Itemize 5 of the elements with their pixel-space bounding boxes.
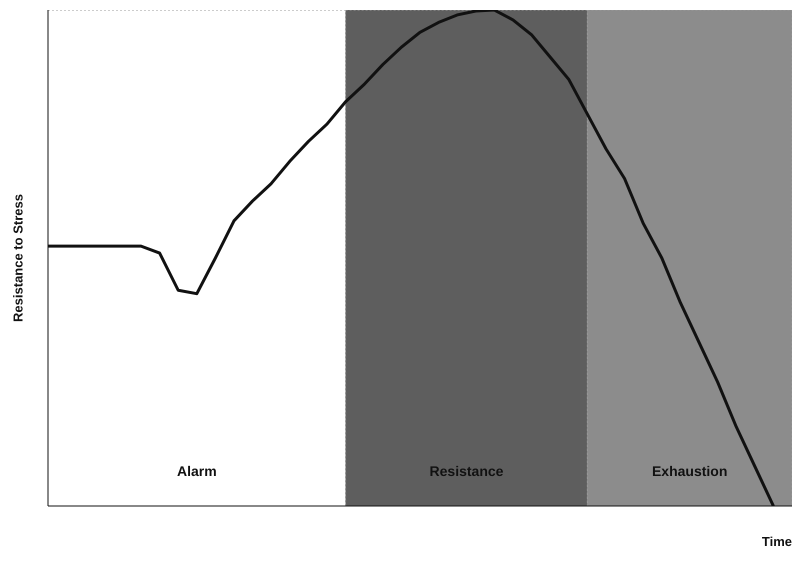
x-axis-title: Time (762, 534, 792, 549)
annotation: Exhaustion (652, 463, 728, 479)
annotation: Resistance (430, 463, 504, 479)
annotation: Alarm (176, 463, 217, 479)
y-axis-title: Resistance to Stress (10, 194, 26, 322)
